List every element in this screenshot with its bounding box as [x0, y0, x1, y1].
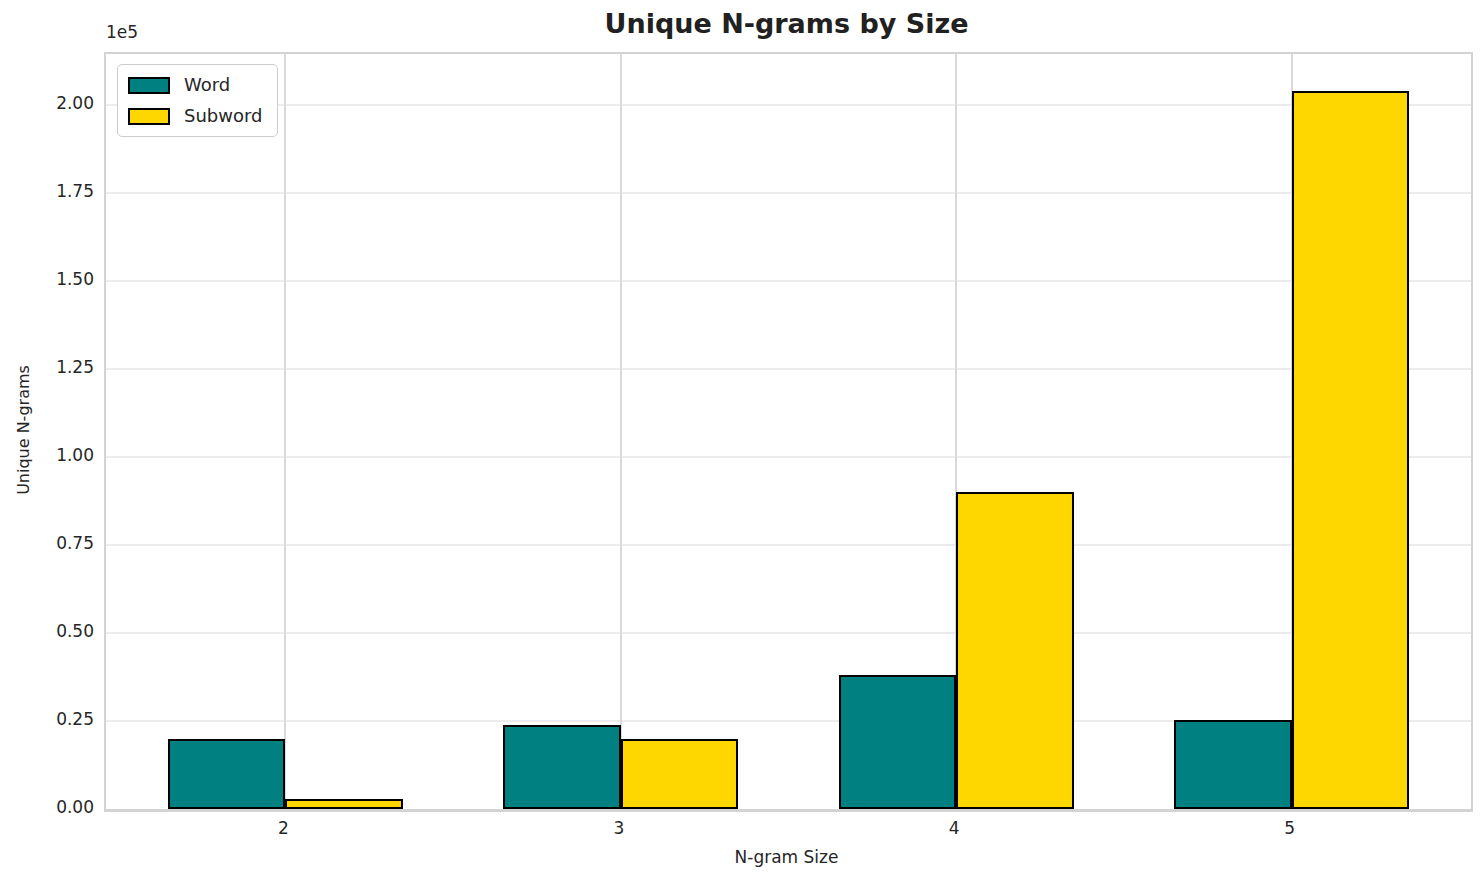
x-tick-label: 5 — [1245, 817, 1335, 839]
y-tick-label: 0.75 — [22, 532, 94, 554]
x-tick-label: 2 — [238, 817, 328, 839]
y-tick-label: 0.50 — [22, 620, 94, 642]
x-gridline — [284, 54, 286, 809]
y-gridline — [106, 368, 1471, 370]
y-gridline — [106, 280, 1471, 282]
x-tick-label: 3 — [574, 817, 664, 839]
y-gridline — [106, 456, 1471, 458]
y-gridline — [106, 192, 1471, 194]
y-gridline — [106, 544, 1471, 546]
legend-item-word: Word — [128, 75, 263, 95]
y-tick-label: 1.50 — [22, 268, 94, 290]
y-tick-label: 1.25 — [22, 356, 94, 378]
bar-word-4 — [839, 675, 956, 809]
y-tick-label: 0.00 — [22, 796, 94, 818]
legend: Word Subword — [117, 64, 278, 137]
x-tick-label: 4 — [909, 817, 999, 839]
legend-swatch-word — [128, 77, 170, 94]
y-tick-label: 0.25 — [22, 708, 94, 730]
y-tick-label: 1.75 — [22, 180, 94, 202]
legend-label-word: Word — [184, 75, 230, 95]
bar-word-3 — [503, 725, 620, 809]
bar-subword-2 — [285, 799, 402, 809]
y-axis-label: Unique N-grams — [14, 365, 33, 495]
plot-area: Word Subword — [104, 52, 1473, 812]
x-axis-label: N-gram Size — [104, 847, 1469, 867]
legend-item-subword: Subword — [128, 106, 263, 126]
bar-subword-4 — [956, 492, 1073, 809]
y-tick-label: 1.00 — [22, 444, 94, 466]
x-gridline — [620, 54, 622, 809]
y-axis-offset-text: 1e5 — [106, 22, 138, 42]
bar-subword-5 — [1292, 91, 1409, 809]
y-gridline — [106, 632, 1471, 634]
legend-label-subword: Subword — [184, 106, 263, 126]
chart-title: Unique N-grams by Size — [104, 8, 1469, 39]
y-gridline — [106, 104, 1471, 106]
bar-word-5 — [1174, 720, 1291, 809]
figure: Unique N-grams by Size 1e5 Unique N-gram… — [0, 0, 1484, 885]
bar-subword-3 — [621, 739, 738, 809]
legend-swatch-subword — [128, 108, 170, 125]
y-tick-label: 2.00 — [22, 92, 94, 114]
bar-word-2 — [168, 739, 285, 809]
